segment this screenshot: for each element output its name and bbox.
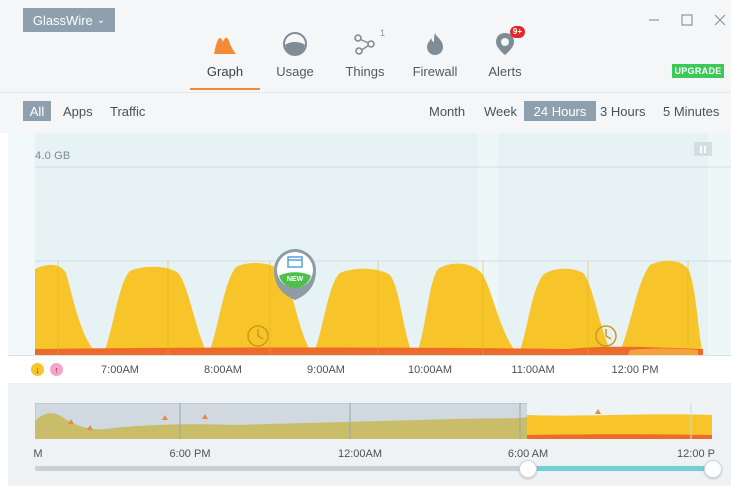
range-24-hours[interactable]: 24 Hours bbox=[524, 101, 596, 121]
timeline-scroll-track[interactable] bbox=[35, 466, 528, 471]
tab-usage[interactable]: Usage bbox=[260, 28, 330, 90]
pause-icon-bar bbox=[704, 145, 706, 153]
range-week[interactable]: Week bbox=[484, 103, 517, 119]
tab-graph[interactable]: Graph bbox=[190, 28, 260, 90]
range-start-handle[interactable] bbox=[519, 460, 537, 478]
divider bbox=[0, 92, 731, 93]
alerts-badge: 9+ bbox=[509, 26, 525, 38]
time-tick: 7:00AM bbox=[101, 364, 139, 376]
firewall-icon bbox=[421, 30, 449, 58]
things-count: 1 bbox=[379, 28, 385, 38]
pause-button[interactable] bbox=[694, 142, 712, 156]
overview-tick: 12:00AM bbox=[337, 448, 383, 460]
time-tick: 8:00AM bbox=[204, 364, 242, 376]
filter-apps[interactable]: Apps bbox=[63, 103, 93, 119]
things-icon: 1 bbox=[351, 28, 385, 58]
tab-label: Things bbox=[345, 64, 385, 79]
pause-icon bbox=[700, 145, 702, 153]
alerts-icon: 9+ bbox=[491, 26, 525, 58]
time-tick: 12:00 PM bbox=[611, 364, 659, 376]
maximize-icon[interactable] bbox=[677, 10, 697, 30]
overview-tick: 6:00 PM bbox=[169, 448, 211, 460]
download-icon[interactable]: ↓ bbox=[31, 363, 44, 376]
app-name: GlassWire bbox=[32, 12, 93, 28]
new-app-marker[interactable] bbox=[274, 249, 316, 300]
chevron-down-icon: ⌄ bbox=[96, 15, 106, 26]
graph-icon bbox=[211, 30, 239, 58]
range-3-hours[interactable]: 3 Hours bbox=[600, 103, 646, 119]
tab-things[interactable]: 1 Things bbox=[330, 28, 400, 90]
time-tick: 9:00AM bbox=[307, 364, 345, 376]
tab-alerts[interactable]: 9+ Alerts bbox=[470, 26, 540, 90]
upload-icon[interactable]: ↑ bbox=[50, 363, 63, 376]
new-marker-label: NEW bbox=[286, 276, 304, 283]
overview-tick: 6:00 AM bbox=[507, 448, 549, 460]
time-tick: 11:00AM bbox=[511, 364, 555, 376]
overview-tick: 12:00 P bbox=[677, 448, 715, 460]
upgrade-button[interactable]: UPGRADE bbox=[672, 64, 724, 78]
usage-icon bbox=[281, 30, 309, 58]
tab-firewall[interactable]: Firewall bbox=[400, 28, 470, 90]
range-end-handle[interactable] bbox=[704, 460, 722, 478]
tab-label: Alerts bbox=[488, 64, 522, 79]
clock-icon[interactable] bbox=[247, 325, 269, 347]
time-tick: 10:00AM bbox=[407, 364, 453, 376]
filter-bar: All Apps Traffic Month Week 24 Hours 3 H… bbox=[0, 93, 731, 133]
scale-label: 4.0 GB bbox=[35, 150, 71, 162]
tab-label: Graph bbox=[206, 64, 244, 79]
tab-label: Firewall bbox=[412, 64, 458, 79]
traffic-graph[interactable]: 4.0 GB NEW bbox=[8, 133, 731, 355]
time-axis: ↓ ↑ 7:00AM 8:00AM 9:00AM 10:00AM 11:00AM… bbox=[8, 355, 731, 384]
app-menu-button[interactable]: GlassWire ⌄ bbox=[23, 8, 115, 32]
download-series bbox=[35, 260, 703, 355]
overview-tick: M bbox=[33, 448, 43, 460]
minimize-icon[interactable] bbox=[644, 10, 664, 30]
range-5-minutes[interactable]: 5 Minutes bbox=[663, 103, 720, 119]
upload-series bbox=[35, 346, 703, 355]
top-bar: GlassWire ⌄ Graph bbox=[0, 0, 731, 92]
timeline-selected-range[interactable] bbox=[527, 466, 713, 471]
clock-icon[interactable] bbox=[595, 325, 617, 347]
main-tabs: Graph Usage bbox=[190, 26, 540, 92]
filter-traffic[interactable]: Traffic bbox=[110, 103, 146, 119]
range-month[interactable]: Month bbox=[429, 103, 466, 119]
close-icon[interactable] bbox=[710, 10, 730, 30]
filter-all[interactable]: All bbox=[23, 101, 51, 121]
overview-graph[interactable] bbox=[35, 403, 712, 439]
tab-label: Usage bbox=[276, 64, 314, 79]
